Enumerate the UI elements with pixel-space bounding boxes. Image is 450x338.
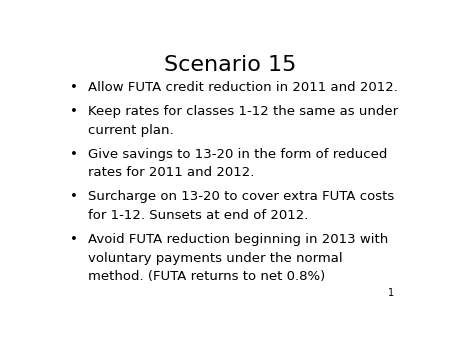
Text: voluntary payments under the normal: voluntary payments under the normal	[88, 251, 342, 265]
Text: •: •	[70, 81, 78, 94]
Text: •: •	[70, 190, 78, 203]
Text: Allow FUTA credit reduction in 2011 and 2012.: Allow FUTA credit reduction in 2011 and …	[88, 81, 397, 94]
Text: •: •	[70, 105, 78, 118]
Text: method. (FUTA returns to net 0.8%): method. (FUTA returns to net 0.8%)	[88, 270, 325, 283]
Text: rates for 2011 and 2012.: rates for 2011 and 2012.	[88, 166, 254, 179]
Text: Give savings to 13-20 in the form of reduced: Give savings to 13-20 in the form of red…	[88, 147, 387, 161]
Text: Scenario 15: Scenario 15	[164, 55, 297, 75]
Text: Avoid FUTA reduction beginning in 2013 with: Avoid FUTA reduction beginning in 2013 w…	[88, 233, 388, 246]
Text: current plan.: current plan.	[88, 124, 173, 137]
Text: Keep rates for classes 1-12 the same as under: Keep rates for classes 1-12 the same as …	[88, 105, 398, 118]
Text: •: •	[70, 233, 78, 246]
Text: for 1-12. Sunsets at end of 2012.: for 1-12. Sunsets at end of 2012.	[88, 209, 308, 222]
Text: •: •	[70, 147, 78, 161]
Text: Surcharge on 13-20 to cover extra FUTA costs: Surcharge on 13-20 to cover extra FUTA c…	[88, 190, 394, 203]
Text: 1: 1	[388, 288, 395, 298]
